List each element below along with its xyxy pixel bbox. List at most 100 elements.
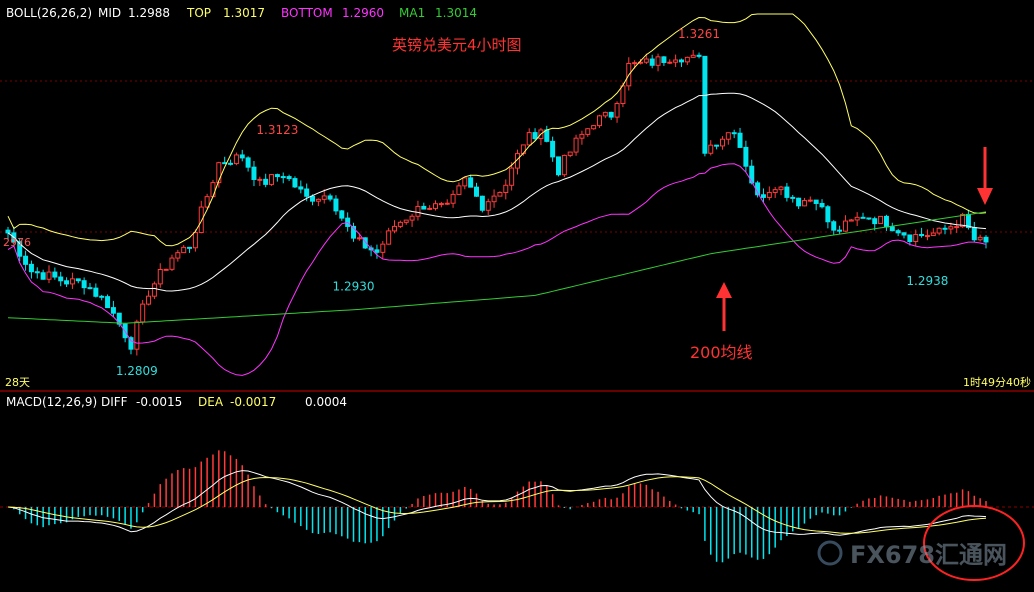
macd-diff-label: DIFF [101, 395, 128, 409]
candle [831, 220, 837, 236]
macd-diff-value: -0.0015 [136, 395, 182, 409]
candle [913, 229, 919, 247]
candle [269, 173, 275, 186]
candle [725, 132, 731, 145]
candle [46, 265, 52, 284]
candle [591, 125, 597, 130]
candle [608, 111, 614, 120]
candle [555, 156, 561, 177]
candle [310, 194, 316, 206]
candle [128, 336, 134, 355]
candle [696, 52, 702, 59]
candle [34, 267, 40, 279]
candle [983, 235, 989, 249]
candle [327, 193, 333, 202]
candle [678, 58, 684, 67]
candle [415, 200, 421, 221]
candle [954, 219, 960, 233]
boll-bottom-value: 1.2960 [342, 6, 384, 20]
candle [561, 154, 567, 177]
candle [485, 198, 491, 215]
highlight-circle [923, 505, 1025, 581]
candle [52, 267, 58, 280]
candle [17, 238, 23, 262]
candle [567, 151, 573, 158]
candle [919, 227, 925, 238]
candle [450, 190, 456, 208]
candle [743, 140, 749, 172]
candle [942, 224, 948, 235]
candle [75, 278, 81, 284]
boll-mid-label: MID [98, 6, 121, 20]
price-label: 1.2930 [333, 280, 375, 294]
ma1-label: MA1 [399, 6, 425, 20]
candle [362, 237, 368, 249]
candle [813, 199, 819, 211]
indicator-lines [7, 13, 987, 376]
candle [339, 210, 345, 221]
candle [462, 177, 468, 190]
candle [175, 249, 181, 262]
candle [403, 219, 409, 225]
arrow-down-icon [977, 147, 993, 205]
macd-dea-value: -0.0017 [230, 395, 276, 409]
boll-top-line [7, 13, 987, 247]
candle [380, 241, 386, 259]
candle [69, 272, 75, 289]
boll-top-value: 1.3017 [223, 6, 265, 20]
candle [99, 294, 105, 301]
candle [280, 172, 286, 184]
ma200-line [7, 211, 987, 324]
candle [907, 234, 913, 246]
boll-name: BOLL(26,26,2) [6, 6, 92, 20]
candle [778, 185, 784, 196]
candle [690, 50, 696, 58]
boll-mid-line [7, 92, 987, 292]
candle [936, 227, 942, 236]
ma1-value: 1.3014 [435, 6, 477, 20]
candle [228, 159, 234, 166]
candle [825, 205, 831, 229]
price-label: 1.2809 [116, 364, 158, 378]
candle [550, 136, 556, 162]
macd-value: 0.0004 [305, 395, 347, 409]
candle [889, 222, 895, 232]
candle [895, 228, 901, 237]
candle [134, 319, 140, 356]
candle [468, 174, 474, 188]
candle [731, 129, 737, 139]
candle [796, 197, 802, 209]
candle [140, 299, 146, 325]
candle [163, 268, 169, 271]
candle [409, 213, 415, 227]
candle [872, 216, 878, 231]
candle [866, 217, 872, 220]
candle [192, 229, 198, 252]
candle [837, 225, 843, 234]
candle [807, 196, 813, 203]
candle [526, 128, 532, 146]
candle [573, 134, 579, 156]
candle [321, 189, 327, 204]
candle [479, 195, 485, 213]
candle [433, 200, 439, 211]
price-label: 1.3261 [678, 27, 720, 41]
candle [878, 215, 884, 225]
candle [64, 277, 70, 288]
macd-dea-line [7, 476, 987, 534]
macd-dif-line [7, 470, 987, 536]
candle [784, 183, 790, 202]
candle [585, 128, 591, 137]
boll-top-label: TOP [186, 6, 211, 20]
candle [93, 283, 99, 298]
candle [602, 111, 608, 119]
candle [146, 290, 152, 306]
candle [40, 269, 46, 280]
candle [649, 54, 655, 69]
candle [110, 300, 116, 317]
candle [392, 220, 398, 234]
price-label: 1.3123 [256, 123, 298, 137]
candle [116, 312, 122, 327]
macd-name: MACD(12,26,9) [6, 395, 97, 409]
